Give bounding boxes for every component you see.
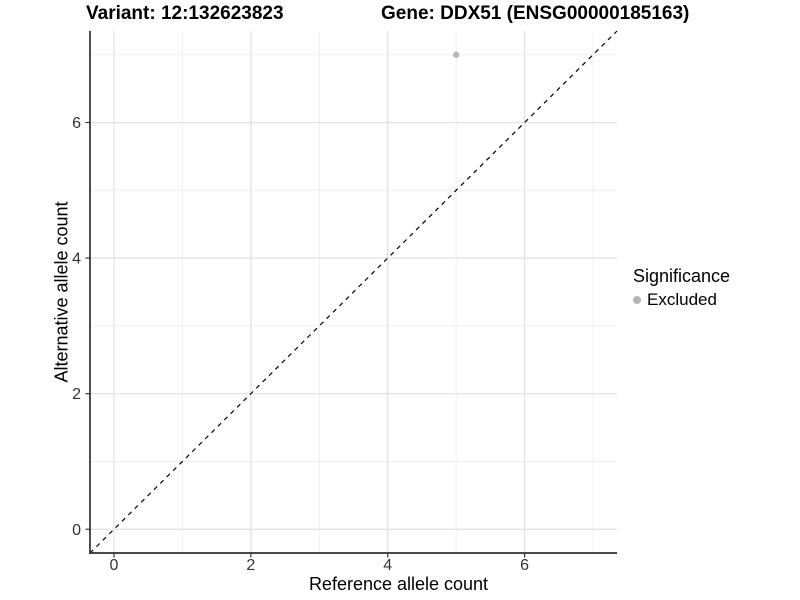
y-tick-label: 0: [72, 522, 81, 539]
legend-item-label: Excluded: [647, 290, 717, 309]
data-point: [452, 51, 460, 58]
x-axis-title: Reference allele count: [308, 574, 489, 594]
x-tick-label: 0: [110, 557, 119, 574]
legend-title: Significance: [633, 266, 731, 286]
identity-line: [89, 30, 618, 554]
gene-title: Gene: DDX51 (ENSG00000185163): [381, 3, 690, 24]
x-tick-label: 2: [246, 557, 255, 574]
y-tick-label: 6: [72, 115, 81, 132]
x-tick-label: 6: [520, 557, 529, 574]
legend: Significance Excluded: [633, 266, 730, 310]
x-tick-label: 4: [383, 557, 392, 574]
y-tick-label: 2: [72, 386, 81, 403]
y-tick-label: 4: [72, 251, 81, 268]
excluded-point-swatch: [633, 296, 641, 304]
legend-item-excluded: Excluded: [633, 290, 730, 310]
y-axis-title: Alternative allele count: [51, 201, 72, 383]
variant-title: Variant: 12:132623823: [86, 3, 284, 24]
